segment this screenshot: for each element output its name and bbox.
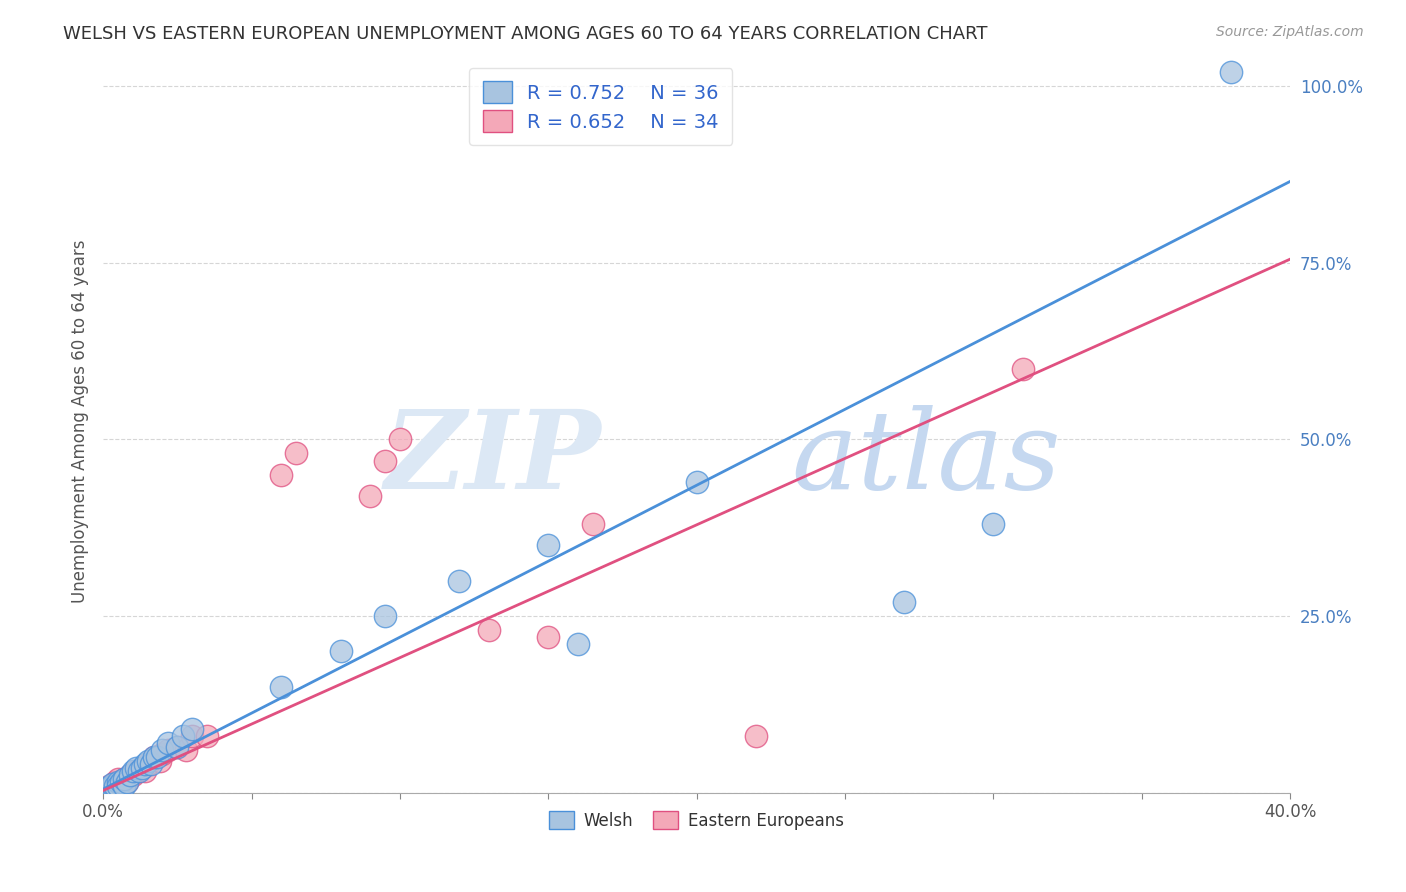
Text: ZIP: ZIP (385, 405, 602, 513)
Point (359, 489, 381, 503)
Point (172, 729, 194, 743)
Point (537, 538, 560, 552)
Point (131, 761, 153, 775)
Point (148, 754, 170, 768)
Point (118, 768, 141, 782)
Text: Source: ZipAtlas.com: Source: ZipAtlas.com (1216, 25, 1364, 39)
Point (478, 623, 501, 637)
Text: WELSH VS EASTERN EUROPEAN UNEMPLOYMENT AMONG AGES 60 TO 64 YEARS CORRELATION CHA: WELSH VS EASTERN EUROPEAN UNEMPLOYMENT A… (63, 25, 988, 43)
Point (107, 775, 129, 789)
Point (104, 779, 127, 793)
Point (374, 453, 396, 467)
Point (685, 475, 707, 489)
Point (110, 775, 132, 789)
Point (152, 743, 174, 757)
Point (110, 775, 132, 789)
Point (1012, 361, 1035, 376)
Point (567, 637, 589, 651)
Point (537, 630, 560, 644)
Point (195, 729, 218, 743)
Point (145, 750, 167, 764)
Point (112, 772, 135, 786)
Point (118, 768, 141, 782)
Text: atlas: atlas (792, 405, 1062, 513)
Point (101, 777, 124, 791)
Point (98, 779, 121, 793)
Y-axis label: Unemployment Among Ages 60 to 64 years: Unemployment Among Ages 60 to 64 years (72, 240, 89, 603)
Point (181, 729, 204, 743)
Point (128, 764, 150, 779)
Point (270, 680, 292, 694)
Point (270, 467, 292, 482)
Point (157, 743, 180, 757)
Point (131, 761, 153, 775)
Point (157, 736, 180, 750)
Point (134, 757, 156, 772)
Point (374, 609, 396, 624)
Point (893, 595, 915, 609)
Point (1219, 65, 1241, 79)
Point (121, 768, 143, 782)
Point (101, 779, 124, 793)
Point (136, 757, 159, 772)
Point (174, 743, 197, 757)
Point (94, 782, 117, 797)
Point (125, 764, 148, 779)
Point (104, 775, 127, 789)
Point (107, 779, 129, 793)
Point (166, 739, 188, 754)
Point (745, 729, 768, 743)
Point (388, 433, 411, 447)
Point (983, 517, 1005, 532)
Point (329, 644, 352, 658)
Point (107, 772, 129, 786)
Point (112, 779, 135, 793)
Point (115, 775, 138, 789)
Point (139, 757, 162, 772)
Point (166, 739, 188, 754)
Point (136, 754, 159, 768)
Point (115, 775, 138, 789)
Point (181, 722, 204, 736)
Legend: Welsh, Eastern Europeans: Welsh, Eastern Europeans (543, 805, 851, 837)
Point (107, 779, 129, 793)
Point (134, 764, 156, 779)
Point (94, 782, 117, 797)
Point (285, 446, 308, 460)
Point (98, 780, 121, 794)
Point (142, 750, 165, 764)
Point (125, 761, 148, 775)
Point (142, 750, 165, 764)
Point (101, 779, 124, 793)
Point (128, 764, 150, 779)
Point (112, 772, 135, 786)
Point (152, 747, 174, 761)
Point (449, 574, 471, 588)
Point (121, 764, 143, 779)
Point (582, 517, 605, 532)
